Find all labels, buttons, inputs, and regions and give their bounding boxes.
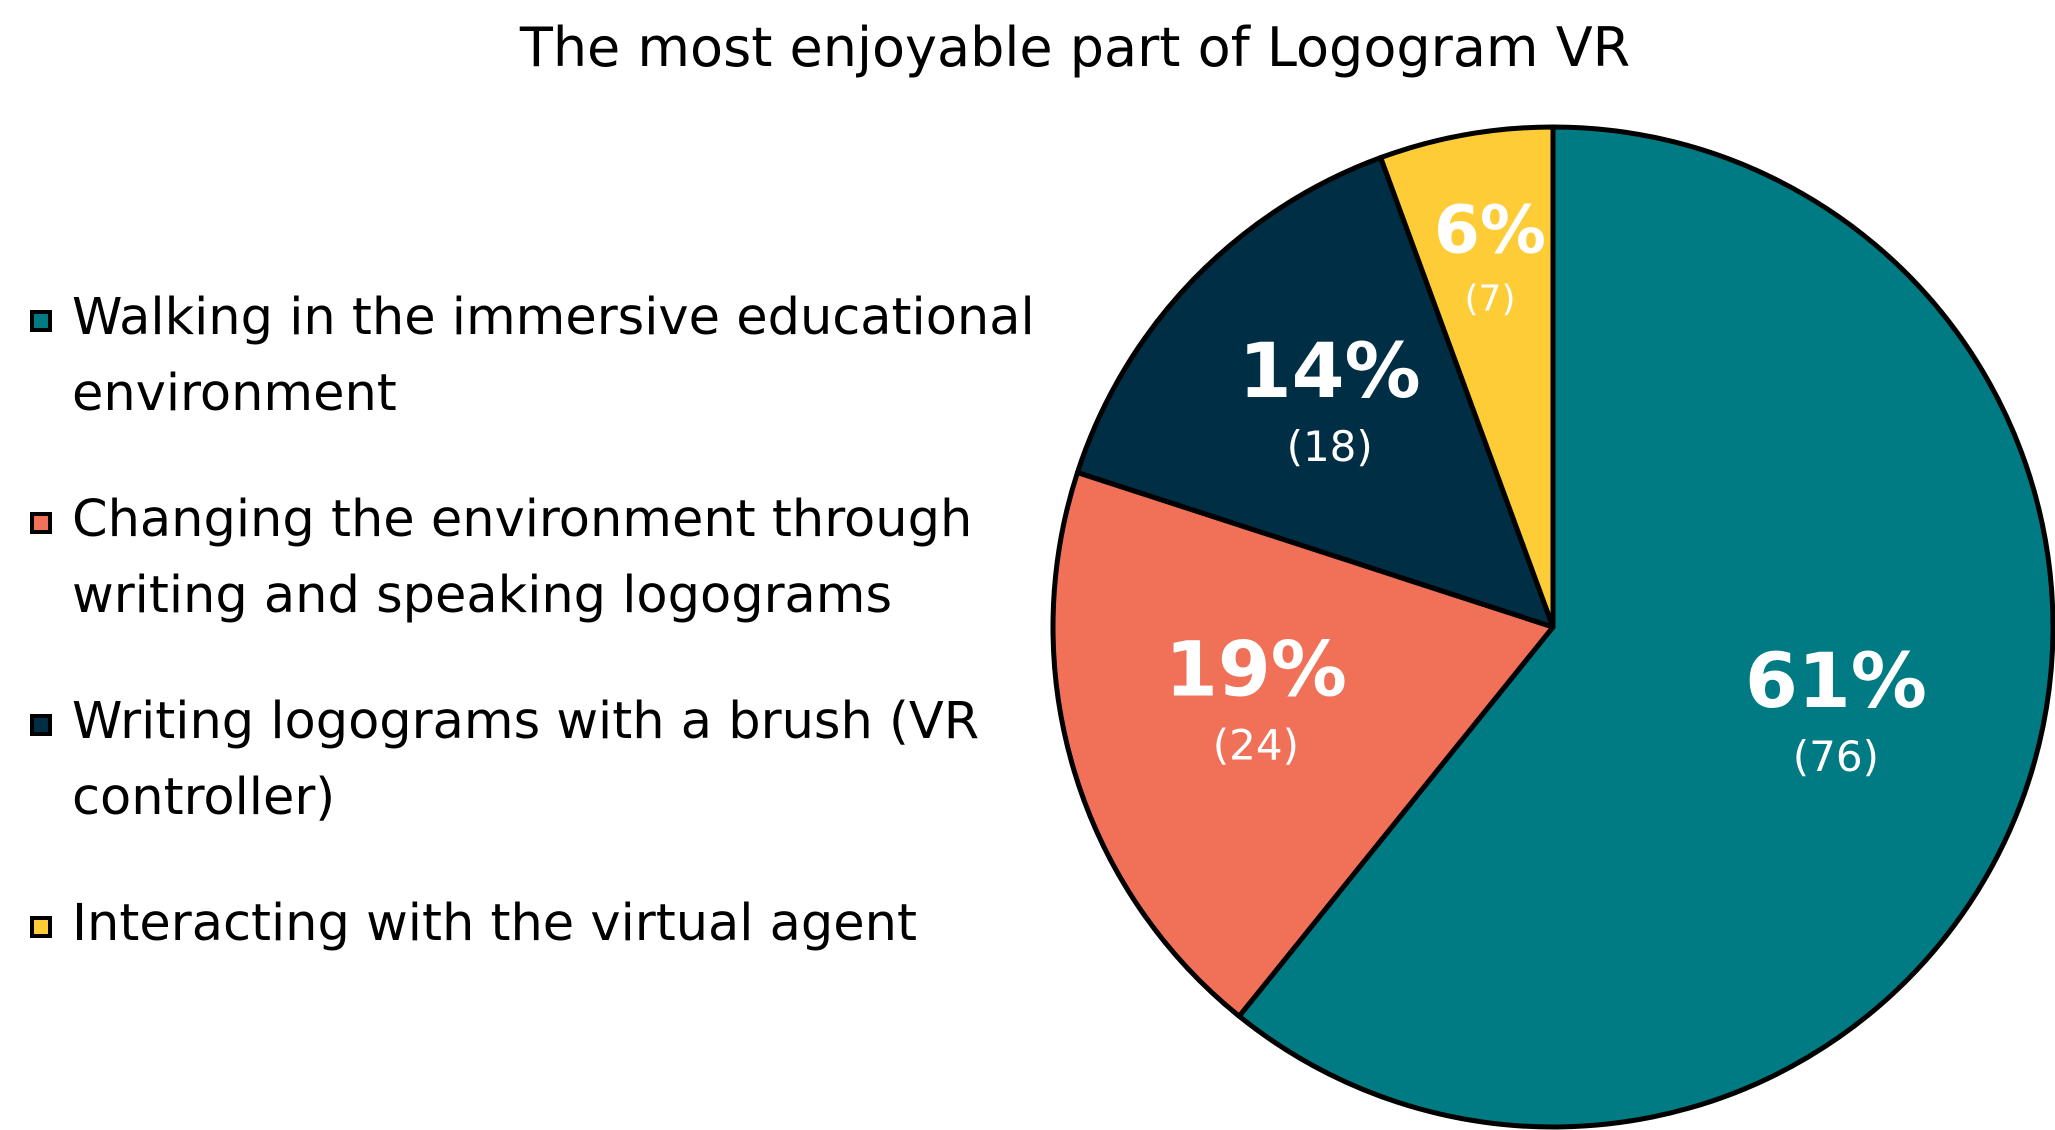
slice-count-label-changing: (24) [1213,720,1299,769]
legend-item-changing: Changing the environment through writing… [30,482,1110,634]
chart-title: The most enjoyable part of Logogram VR [519,16,1631,79]
pie-slice-walking [1236,124,2055,1130]
legend-label-writing: Writing logograms with a brush (VR contr… [72,692,980,827]
legend-item-interacting: Interacting with the virtual agent [30,886,1110,962]
pie-slice-changing [1050,469,1556,1019]
legend-item-writing: Writing logograms with a brush (VR contr… [30,684,1110,836]
legend-swatch-walking [30,310,52,332]
slice-percent-label-changing: 19% [1165,624,1347,713]
slice-percent-label-writing: 14% [1239,326,1421,415]
slice-count-label-interacting: (7) [1465,279,1516,320]
legend-swatch-interacting [30,916,52,938]
slice-percent-label-interacting: 6% [1434,192,1546,269]
legend-label-interacting: Interacting with the virtual agent [72,894,917,953]
legend: Walking in the immersive educational env… [30,280,1110,1012]
legend-swatch-changing [30,512,52,534]
legend-label-changing: Changing the environment through writing… [72,490,973,625]
slice-count-label-writing: (18) [1287,422,1373,471]
legend-item-walking: Walking in the immersive educational env… [30,280,1110,432]
legend-label-walking: Walking in the immersive educational env… [72,288,1035,423]
slice-count-label-walking: (76) [1793,732,1879,781]
pie-slice-interacting [1378,124,1556,630]
pie-slice-writing [1074,155,1556,630]
slice-percent-label-walking: 61% [1745,636,1927,725]
legend-swatch-writing [30,714,52,736]
